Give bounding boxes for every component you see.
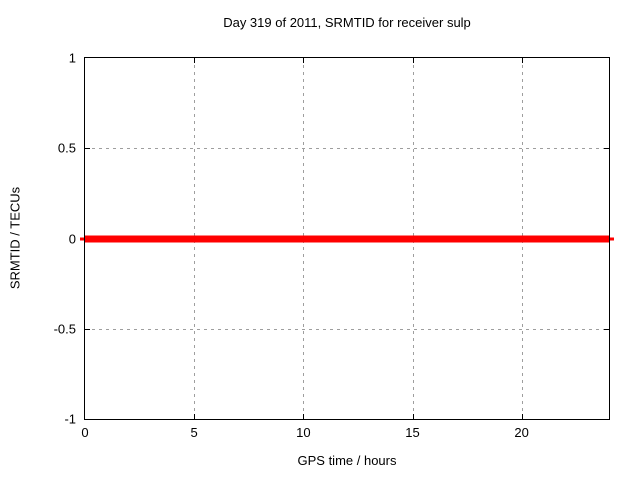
x-tick-label: 20	[514, 425, 529, 440]
tick-mark-y-right	[604, 148, 609, 150]
tick-mark-x-top	[412, 58, 414, 63]
tick-mark-x-bottom	[303, 414, 305, 419]
y-tick-label: 1	[68, 50, 76, 66]
y-axis-label: SRMTID / TECUs	[7, 186, 23, 290]
x-tick-label: 15	[405, 425, 420, 440]
plot-area: 0 5 10 15 20 1 0.5 0 -0.5 -1	[54, 51, 614, 440]
y-tick-label: 0	[68, 231, 76, 246]
tick-mark-x-top	[303, 58, 305, 63]
chart-title: Day 319 of 2011, SRMTID for receiver sul…	[223, 15, 471, 30]
x-tick-label: 10	[296, 425, 311, 440]
gridline-horizontal	[85, 328, 609, 330]
gridline-horizontal	[85, 148, 609, 150]
tick-mark-y-right	[604, 328, 609, 330]
x-tick-label: 5	[190, 425, 198, 440]
tick-mark-x-top	[521, 58, 523, 63]
y-tick-label: -0.5	[53, 321, 76, 337]
tick-mark-x-bottom	[194, 414, 196, 419]
y-tick-label: 0.5	[57, 140, 76, 156]
tick-mark-y-left	[85, 148, 90, 150]
tick-mark-x-top	[194, 58, 196, 63]
tick-mark-x-bottom	[521, 414, 523, 419]
data-line-srmtid	[85, 235, 609, 242]
tick-mark-y-left	[85, 328, 90, 330]
y-tick-label: -1	[64, 411, 76, 427]
data-line-endcap-right	[610, 237, 614, 240]
tick-mark-x-bottom	[412, 414, 414, 419]
x-axis-label: GPS time / hours	[297, 453, 397, 468]
data-line-endcap-left	[80, 237, 84, 240]
x-tick-label: 0	[81, 425, 89, 440]
